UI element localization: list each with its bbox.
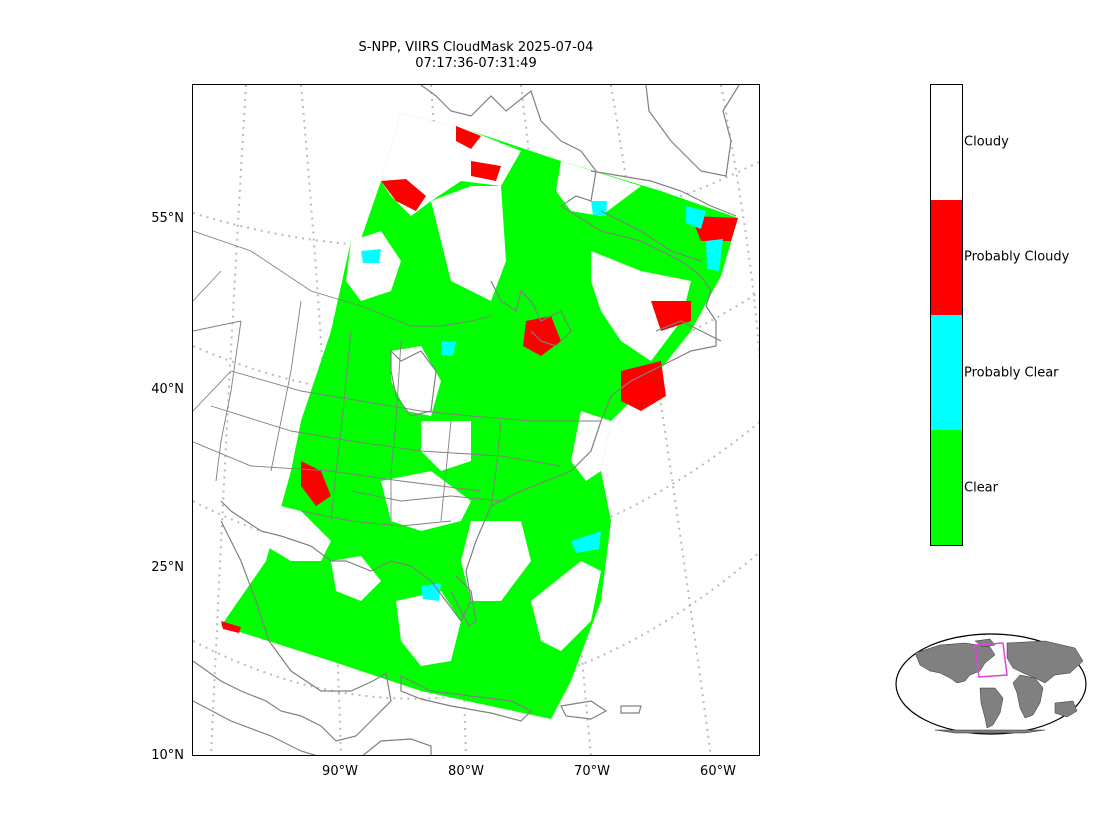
- colorbar-cloudy: [931, 85, 962, 200]
- colorbar-clear: [931, 430, 962, 545]
- gulf-mexico-coast: [193, 520, 392, 742]
- lat-label-10: 10°N: [151, 748, 184, 763]
- map-svg: [193, 85, 759, 755]
- atlantic-coast: [220, 205, 717, 623]
- hudson-bay-coast: [420, 85, 597, 207]
- lon-label-90w: 90°W: [322, 764, 358, 779]
- colorbar: [930, 84, 963, 546]
- meridian-100: [210, 85, 247, 755]
- colorbar-probably-cloudy: [931, 200, 962, 315]
- central-america: [193, 700, 317, 755]
- lat-label-40: 40°N: [151, 382, 184, 397]
- florida-coast: [450, 575, 477, 627]
- us-canada-border: [193, 230, 492, 327]
- coastlines: [193, 85, 740, 755]
- swath-extent-box: [974, 642, 1008, 678]
- parallel-40: [193, 291, 759, 399]
- puerto-rico: [620, 705, 642, 714]
- world-land: [914, 638, 1084, 734]
- labrador: [590, 170, 737, 217]
- colorbar-label-clear: Clear: [964, 480, 998, 496]
- lake-michigan: [390, 349, 437, 417]
- colorbar-label-cloudy: Cloudy: [964, 134, 1009, 150]
- probably-cloudy-regions: [221, 126, 738, 633]
- map-panel: [192, 84, 760, 756]
- title-line-2: 07:17:36-07:31:49: [415, 56, 537, 71]
- greenland-coast: [645, 85, 740, 177]
- cuba: [400, 675, 533, 722]
- colorbar-probably-clear: [931, 315, 962, 430]
- world-locator-map: [895, 633, 1087, 735]
- nova-scotia: [655, 320, 722, 342]
- colorbar-label-probably-cloudy: Probably Cloudy: [964, 249, 1070, 265]
- lon-label-70w: 70°W: [574, 764, 610, 779]
- cloud-mask-swath: [221, 113, 738, 719]
- lon-label-60w: 60°W: [700, 764, 736, 779]
- colorbar-label-probably-clear: Probably Clear: [964, 365, 1059, 381]
- meridian-50: [720, 85, 759, 367]
- lat-label-25: 25°N: [151, 560, 184, 575]
- political-boundaries: [193, 230, 601, 527]
- lon-label-80w: 80°W: [448, 764, 484, 779]
- st-lawrence: [600, 210, 702, 262]
- map-title: S-NPP, VIIRS CloudMask 2025-07-04 07:17:…: [192, 40, 760, 72]
- great-lakes: [490, 280, 572, 347]
- title-line-1: S-NPP, VIIRS CloudMask 2025-07-04: [358, 40, 594, 55]
- south-america: [362, 738, 432, 755]
- hispaniola: [560, 700, 608, 720]
- lat-label-55: 55°N: [151, 211, 184, 226]
